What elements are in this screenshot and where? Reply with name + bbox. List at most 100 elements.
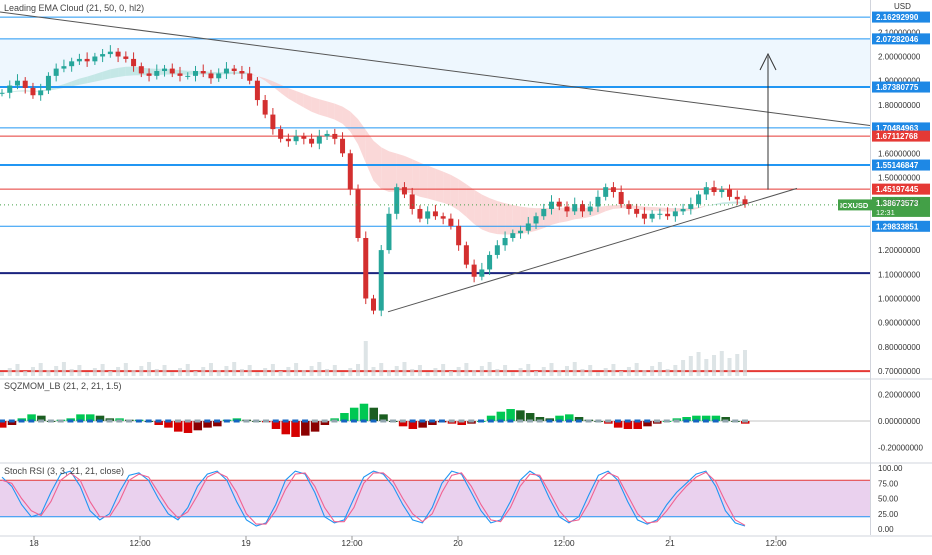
ema-cloud-segment (381, 147, 389, 192)
candle-body (14, 80, 20, 86)
candle (696, 190, 702, 208)
candle (634, 203, 640, 218)
candle-body (665, 213, 671, 217)
ema-cloud-segment (71, 78, 80, 87)
ema-cloud-segment (714, 202, 722, 206)
candle (556, 198, 562, 211)
sqzmom-dot (233, 419, 240, 423)
sqzmom-bar (516, 410, 525, 421)
candle-body (579, 204, 585, 212)
candle (409, 187, 415, 215)
sqzmom-dot (644, 419, 651, 423)
volume-bar (38, 363, 43, 376)
time-axis-tick: 12:00 (129, 538, 151, 548)
ema-cloud-segment (280, 84, 289, 99)
ema-cloud-segment (87, 74, 95, 84)
volume-bar (356, 364, 361, 376)
price-tag-label: 1.70484963 (876, 124, 919, 133)
sqzmom-bar (496, 411, 506, 421)
candle (502, 231, 508, 251)
candle-body (696, 194, 702, 205)
candle (742, 195, 748, 208)
sqzmom-bar (37, 415, 46, 421)
resistance-zone (0, 38, 870, 88)
sqzmom-dot (448, 419, 455, 423)
ema-cloud-segment (481, 194, 490, 233)
candle (45, 72, 51, 95)
candle-body (688, 204, 694, 209)
volume-bar (448, 371, 453, 376)
candle (603, 183, 609, 201)
volume-bar (363, 341, 368, 376)
volume-bar (332, 365, 337, 376)
sqzmom-dot (693, 419, 700, 423)
sqzmom-bar (692, 415, 701, 421)
candle-body (107, 51, 113, 55)
candle-body (53, 68, 59, 76)
candle-body (610, 187, 616, 193)
sqzmom-bar (310, 421, 320, 432)
candle (448, 213, 454, 230)
candle-body (216, 73, 222, 79)
price-tag (872, 159, 930, 171)
volume-bar (379, 363, 384, 376)
volume-bar (123, 363, 128, 376)
ascending-trendline (387, 187, 798, 313)
sqzmom-dot (419, 419, 426, 423)
candle (456, 219, 462, 251)
sqzmom-dot (683, 419, 690, 423)
volume-bar (185, 364, 190, 376)
candle (533, 212, 539, 230)
candle (386, 207, 392, 254)
sqzmom-dot (184, 419, 191, 423)
sqzmom-dot (595, 419, 602, 423)
candle (76, 53, 82, 65)
price-tag-label: 2.16292990 (876, 13, 919, 22)
volume-bar (487, 362, 492, 376)
candle (309, 133, 315, 148)
volume-bar (208, 363, 213, 376)
sqzmom-dot (742, 419, 748, 423)
volume-bar (526, 364, 531, 376)
candle-body (634, 208, 640, 214)
ema-cloud-segment (659, 207, 668, 212)
volume-bar (263, 368, 268, 376)
sqzmom-label: SQZMOM_LB (21, 2, 21, 1.5) (4, 381, 122, 391)
volume-bar (54, 366, 59, 376)
sqzmom-dot (311, 419, 318, 423)
candle (727, 184, 733, 201)
sqzmom-dot (575, 419, 582, 423)
candle (262, 94, 268, 119)
volume-bar (278, 371, 283, 376)
candle (688, 197, 694, 215)
volume-bar (619, 371, 624, 376)
ema-cloud-segment (311, 96, 320, 115)
sqzmom-dot (106, 419, 113, 423)
candle (440, 212, 446, 225)
sqzmom-dot (663, 419, 670, 423)
price-tag-label: 1.45197445 (876, 185, 919, 194)
candle-body (61, 66, 67, 69)
price-axis-tick: 0.70000000 (878, 367, 921, 376)
volume-bar (116, 367, 121, 376)
volume-bar (23, 371, 28, 376)
candle-body (100, 54, 106, 57)
candle (107, 45, 113, 58)
sqzmom-dot (86, 419, 93, 423)
volume-bar (712, 355, 717, 376)
candle-body (463, 245, 469, 265)
volume-bar (30, 367, 35, 376)
price-tag (872, 33, 930, 45)
volume-bar (201, 367, 206, 376)
ema-cloud-segment (559, 207, 567, 223)
sqzmom-bar (301, 421, 310, 436)
candle (223, 62, 229, 80)
ema-cloud-segment (466, 184, 475, 225)
ema-cloud-segment (427, 165, 436, 201)
sqzmom-dot (438, 419, 445, 423)
candle (22, 77, 28, 94)
volume-bar (15, 364, 20, 376)
candle-body (425, 211, 431, 219)
candle (463, 241, 469, 269)
